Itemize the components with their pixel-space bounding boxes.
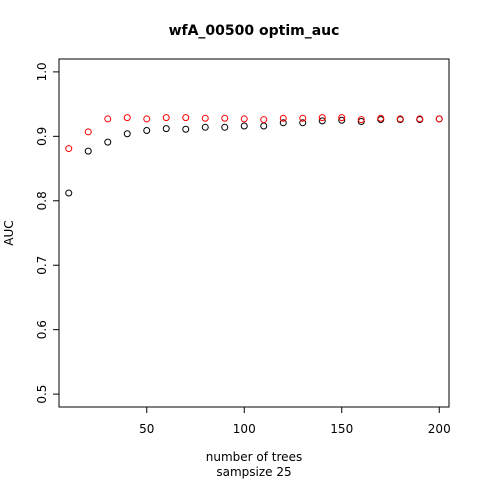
y-tick-label: 0.8	[35, 191, 49, 210]
series-2-point	[260, 116, 268, 124]
y-tick-label: 0.7	[35, 256, 49, 275]
series-2-point	[357, 116, 365, 124]
x-tick-label: 200	[428, 422, 451, 436]
series-2-point	[221, 114, 229, 122]
series-2-point	[299, 114, 307, 122]
y-axis: 0.5 0.6 0.7 0.8 0.9 1.0	[35, 62, 59, 404]
series-1-point	[357, 118, 365, 126]
series-2-point	[318, 114, 326, 122]
series-2-point	[240, 115, 248, 123]
series-1-point	[182, 125, 190, 133]
series-2-point	[279, 114, 287, 122]
x-tick-label: 50	[139, 422, 154, 436]
series-1-point	[240, 122, 248, 130]
series-2-point	[143, 115, 151, 123]
series-2-point	[377, 114, 385, 122]
series-1-point	[338, 116, 346, 124]
series-1-point	[221, 123, 229, 131]
series-1-point	[260, 122, 268, 130]
series-2-point	[65, 145, 73, 153]
series-1-point	[143, 127, 151, 135]
series-2-point	[435, 115, 443, 123]
series-1-point	[279, 119, 287, 127]
series-1-point	[318, 117, 326, 125]
series-2-point	[416, 115, 424, 123]
series-2-point	[104, 115, 112, 123]
chart-title: wfA_00500 optim_auc	[169, 23, 340, 39]
series-2-point	[182, 114, 190, 122]
series-2-point	[84, 128, 92, 136]
series-2-point	[123, 114, 131, 122]
series-2-point	[201, 114, 209, 122]
y-axis-label: AUC	[2, 220, 16, 245]
data-points	[65, 114, 443, 197]
plot-frame	[58, 58, 450, 408]
series-2-point	[396, 115, 404, 123]
series-1-point	[84, 147, 92, 155]
series-1-point	[123, 130, 131, 138]
x-tick-label: 150	[330, 422, 353, 436]
series-2-point	[338, 114, 346, 122]
series-1-point	[104, 138, 112, 146]
x-axis-sublabel: sampsize 25	[216, 465, 291, 479]
y-tick-label: 0.5	[35, 385, 49, 404]
x-axis: 50 100 150 200	[139, 407, 451, 436]
y-tick-label: 0.6	[35, 320, 49, 339]
y-tick-label: 0.9	[35, 127, 49, 146]
series-1-point	[201, 123, 209, 131]
y-tick-label: 1.0	[35, 62, 49, 81]
series-1-point	[299, 119, 307, 127]
series-2-point	[162, 114, 170, 122]
series-1-point	[65, 189, 73, 197]
x-tick-label: 100	[233, 422, 256, 436]
x-axis-label: number of trees	[206, 450, 302, 464]
series-1-point	[162, 125, 170, 133]
